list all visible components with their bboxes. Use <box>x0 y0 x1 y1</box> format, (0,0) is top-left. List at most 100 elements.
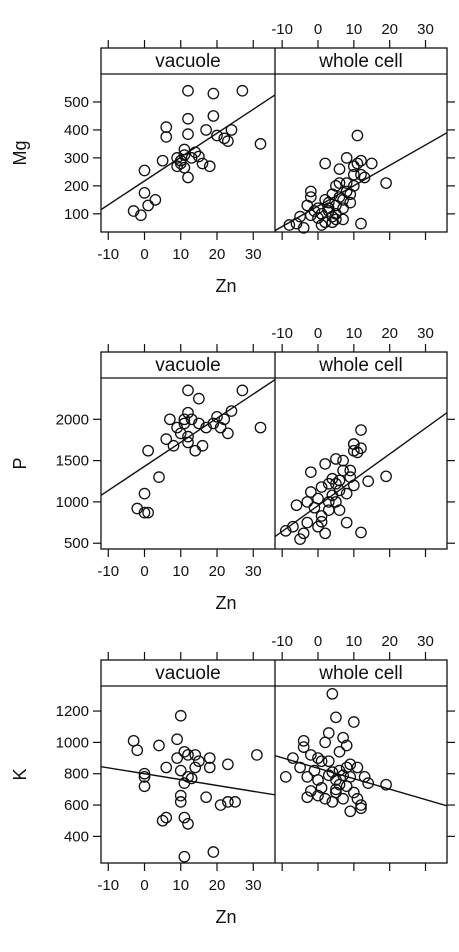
data-point <box>182 430 194 443</box>
data-point <box>193 755 205 768</box>
y-tick-label: 500 <box>64 94 89 111</box>
data-point <box>222 758 234 771</box>
data-point <box>254 421 267 434</box>
y-tick-label: 200 <box>64 178 89 195</box>
y-tick-label: 1200 <box>56 703 89 720</box>
y-tick-label: 800 <box>64 766 89 783</box>
data-point <box>344 805 357 818</box>
data-point <box>178 149 191 161</box>
data-point <box>340 185 353 198</box>
x-tick-label: 0 <box>140 563 148 580</box>
data-point <box>351 446 364 459</box>
data-point <box>380 470 392 483</box>
data-point <box>304 785 317 797</box>
data-point <box>347 786 360 799</box>
data-point <box>160 433 173 445</box>
data-point <box>297 734 310 747</box>
data-point <box>347 160 360 173</box>
data-point <box>138 780 151 793</box>
data-point <box>236 84 249 97</box>
data-point <box>174 709 187 722</box>
y-tick-label: 400 <box>64 828 89 845</box>
data-point <box>287 752 299 764</box>
y-tick-label: 1000 <box>56 494 89 511</box>
data-point <box>283 219 296 231</box>
panel-vacuole: vacuole -10 0 10 20 30 <box>97 652 275 894</box>
data-point <box>326 210 339 223</box>
data-point <box>193 392 205 405</box>
y-tick-label: 2000 <box>56 411 89 428</box>
data-point <box>304 749 317 761</box>
data-point <box>138 767 151 780</box>
data-point <box>304 185 317 198</box>
data-point <box>355 526 367 539</box>
data-point <box>214 799 227 811</box>
data-point <box>138 164 151 177</box>
data-point <box>178 413 191 426</box>
x-tick-label: -10 <box>97 246 119 263</box>
data-point <box>164 413 176 426</box>
data-point <box>355 168 367 181</box>
data-point <box>174 796 187 808</box>
data-point <box>178 745 191 758</box>
data-point <box>315 755 328 768</box>
data-point <box>351 129 364 142</box>
chart-1: vacuole -10 0 10 20 30 whole cell -10 0 10 20 30 500… <box>10 325 455 613</box>
data-point <box>167 439 180 452</box>
data-point <box>200 791 212 804</box>
x-tick-label: -10 <box>97 563 119 580</box>
data-point <box>362 475 375 488</box>
data-point <box>380 778 392 791</box>
data-point <box>355 154 367 167</box>
data-point <box>287 520 299 533</box>
data-point <box>308 205 321 217</box>
data-point <box>304 191 317 203</box>
data-point <box>207 110 220 122</box>
data-point <box>337 202 349 215</box>
data-point <box>211 410 223 423</box>
data-point <box>182 128 194 140</box>
data-point <box>138 770 151 783</box>
x-tick-label-top: 10 <box>345 633 362 650</box>
x-tick-label: 0 <box>140 246 148 263</box>
data-point <box>358 171 371 184</box>
y-tick-label: 300 <box>64 150 89 167</box>
data-point <box>182 406 194 419</box>
data-point <box>355 424 367 436</box>
x-tick-label-top: 30 <box>417 633 434 650</box>
data-point <box>337 731 349 744</box>
data-point <box>229 796 241 808</box>
data-point <box>365 157 378 170</box>
data-point <box>196 157 209 170</box>
panel-vacuole: vacuole -10 0 10 20 30 <box>97 40 275 263</box>
data-point <box>182 171 194 184</box>
data-point <box>322 755 335 768</box>
data-point <box>203 761 216 774</box>
data-point <box>330 207 342 220</box>
data-point <box>347 180 360 192</box>
data-point <box>337 464 349 477</box>
strip-label: whole cell <box>318 355 402 376</box>
data-point <box>297 741 310 753</box>
data-point <box>279 770 292 783</box>
data-point <box>142 199 154 212</box>
y-axis-title: K <box>10 768 30 780</box>
data-point <box>340 739 353 752</box>
x-tick-label: 30 <box>245 877 262 894</box>
data-point <box>156 154 169 167</box>
regression-line <box>275 412 447 538</box>
data-point <box>174 427 187 440</box>
data-point <box>351 157 364 170</box>
data-point <box>297 221 310 234</box>
data-point <box>178 811 191 824</box>
data-point <box>358 770 371 783</box>
data-point <box>203 160 216 173</box>
data-point <box>222 135 234 147</box>
y-tick-label: 500 <box>64 535 89 552</box>
x-tick-label-top: 10 <box>345 21 362 38</box>
x-tick-label-top: 30 <box>417 325 434 342</box>
x-tick-label-top: -10 <box>271 21 293 38</box>
y-tick-label: 1000 <box>56 734 89 751</box>
strip-label: whole cell <box>318 663 402 684</box>
